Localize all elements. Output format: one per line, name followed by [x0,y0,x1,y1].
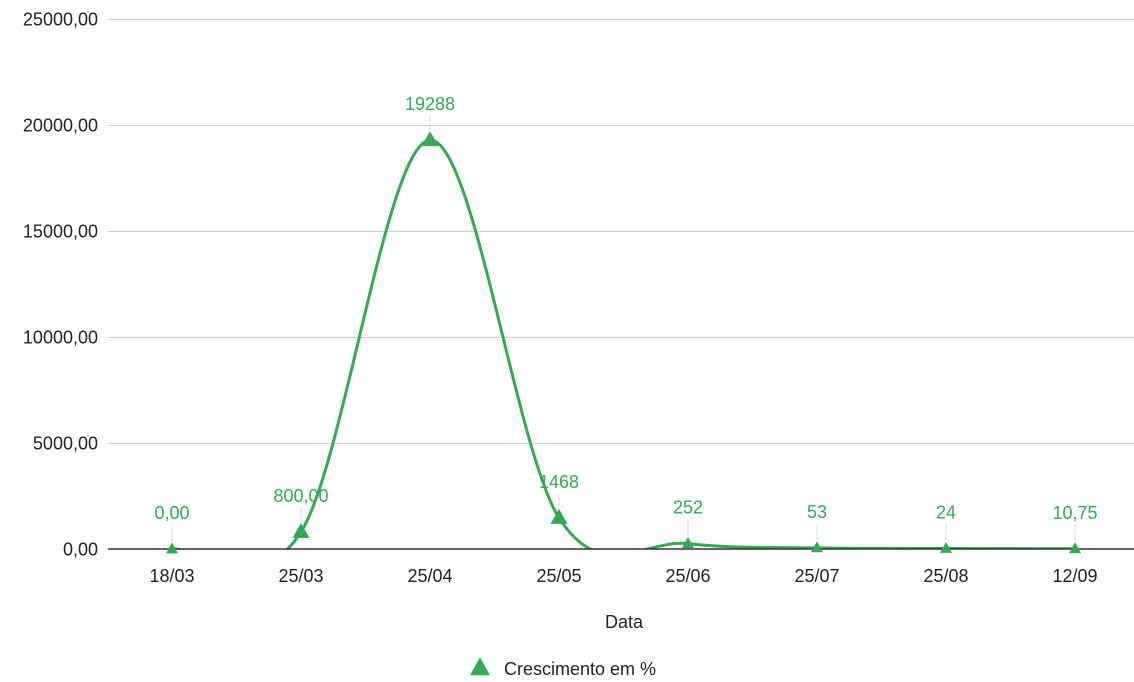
y-axis-ticks: 0,00 5000,00 10000,00 15000,00 20000,00 25000… [23,10,98,560]
gridlines [108,19,1134,444]
data-markers [166,131,1081,554]
x-tick-label: 25/07 [794,566,839,586]
x-axis-ticks: 18/03 25/03 25/04 25/05 25/06 25/07 25/08 12/09 [149,566,1097,586]
x-tick-label: 25/04 [407,566,452,586]
legend-label: Crescimento em % [504,659,656,679]
data-point-marker [811,541,823,553]
data-label: 10,75 [1052,503,1097,523]
data-point-marker [1069,542,1081,554]
data-label: 24 [936,502,956,522]
x-tick-label: 25/05 [536,566,581,586]
data-label: 19288 [405,94,455,114]
data-point-marker [421,131,439,147]
y-tick-label: 10000,00 [23,328,98,348]
legend-marker [470,657,490,676]
data-point-marker [292,523,310,539]
x-tick-label: 18/03 [149,566,194,586]
data-label: 800,00 [273,486,328,506]
data-label: 252 [673,498,703,518]
x-tick-label: 25/03 [278,566,323,586]
legend-triangle-icon [470,657,490,676]
data-point-marker [940,541,952,553]
y-tick-label: 5000,00 [33,434,98,454]
data-point-marker [682,537,694,549]
x-tick-label: 25/06 [665,566,710,586]
y-tick-label: 20000,00 [23,116,98,136]
x-axis-title: Data [605,612,644,632]
legend: Crescimento em % [470,657,656,679]
data-label: 53 [807,502,827,522]
label-leaders [171,116,1076,542]
data-label: 1468 [539,472,579,492]
y-tick-label: 25000,00 [23,10,98,30]
y-tick-label: 15000,00 [23,222,98,242]
data-point-marker [550,508,568,524]
x-tick-label: 12/09 [1052,566,1097,586]
x-tick-label: 25/08 [923,566,968,586]
y-tick-label: 0,00 [63,540,98,560]
data-label: 0,00 [154,503,189,523]
data-labels: 0,00 800,00 19288 1468 252 53 24 10,75 [154,94,1097,523]
data-point-marker [166,542,178,554]
